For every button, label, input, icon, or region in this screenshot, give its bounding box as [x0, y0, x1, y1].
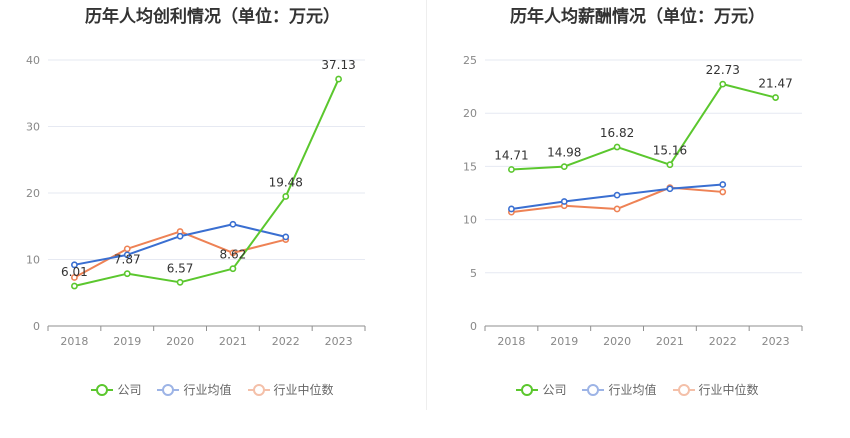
y-tick-label: 10 — [463, 214, 477, 227]
legend-item-company[interactable]: 公司 — [91, 381, 141, 398]
x-tick-label: 2018 — [60, 335, 88, 348]
data-label: 15.16 — [653, 144, 687, 158]
data-point-median[interactable] — [125, 246, 130, 251]
profit-chart-legend: 公司 行业均值 行业中位数 — [0, 381, 425, 398]
legend-item-median[interactable]: 行业中位数 — [248, 381, 334, 398]
salary-chart-plot: 0 5 10 15 20 25 2018 2019 2020 2021 2022 2023 14.71 1… — [425, 0, 850, 380]
y-tick-label: 40 — [26, 54, 40, 67]
data-point-company[interactable] — [125, 271, 130, 276]
legend-item-avg[interactable]: 行业均值 — [157, 381, 231, 398]
data-point-company[interactable] — [509, 167, 514, 172]
data-label: 14.71 — [494, 148, 528, 162]
y-tick-label: 25 — [463, 54, 477, 67]
x-tick-label: 2019 — [113, 335, 141, 348]
legend-item-company[interactable]: 公司 — [516, 381, 566, 398]
legend-line-company-icon — [516, 384, 538, 396]
legend-line-median-icon — [673, 384, 695, 396]
data-point-median[interactable] — [614, 206, 619, 211]
data-point-avg[interactable] — [720, 182, 725, 187]
x-tick-label: 2020 — [166, 335, 194, 348]
salary-chart-legend: 公司 行业均值 行业中位数 — [425, 381, 850, 398]
data-point-avg[interactable] — [562, 199, 567, 204]
data-label: 16.82 — [600, 126, 634, 140]
data-point-company[interactable] — [336, 76, 341, 81]
data-point-company[interactable] — [230, 266, 235, 271]
data-point-company[interactable] — [773, 95, 778, 100]
x-tick-label: 2021 — [656, 335, 684, 348]
profit-chart-plot: 0 10 20 30 40 2018 2019 2020 2021 2022 2023 6.01 7.8… — [0, 0, 425, 380]
legend-line-company-icon — [91, 384, 113, 396]
legend-label-avg: 行业均值 — [183, 381, 231, 398]
data-label: 22.73 — [706, 63, 740, 77]
x-tick-label: 2022 — [709, 335, 737, 348]
x-tick-label: 2023 — [762, 335, 790, 348]
data-point-median[interactable] — [720, 189, 725, 194]
data-label: 37.13 — [321, 58, 355, 72]
data-label: 7.87 — [114, 253, 141, 267]
y-tick-label: 15 — [463, 160, 477, 173]
legend-label-median: 行业中位数 — [274, 381, 334, 398]
legend-label-avg: 行业均值 — [608, 381, 656, 398]
legend-line-avg-icon — [582, 384, 604, 396]
profit-chart: 历年人均创利情况（单位：万元） 0 10 20 30 40 2018 2019 2020 202… — [0, 0, 425, 438]
data-point-company[interactable] — [283, 194, 288, 199]
legend-item-avg[interactable]: 行业均值 — [582, 381, 656, 398]
x-tick-label: 2022 — [272, 335, 300, 348]
data-point-company[interactable] — [614, 144, 619, 149]
legend-label-company: 公司 — [117, 381, 141, 398]
data-label: 6.01 — [61, 265, 88, 279]
data-point-avg[interactable] — [230, 222, 235, 227]
y-tick-label: 20 — [26, 187, 40, 200]
data-label: 14.98 — [547, 146, 581, 160]
y-tick-label: 30 — [26, 121, 40, 134]
data-point-avg[interactable] — [283, 234, 288, 239]
y-tick-label: 20 — [463, 107, 477, 120]
y-tick-label: 0 — [470, 320, 477, 333]
data-label: 6.57 — [167, 261, 194, 275]
data-point-avg[interactable] — [177, 234, 182, 239]
x-tick-label: 2019 — [550, 335, 578, 348]
data-point-avg[interactable] — [614, 193, 619, 198]
legend-line-median-icon — [248, 384, 270, 396]
x-tick-label: 2020 — [603, 335, 631, 348]
legend-label-median: 行业中位数 — [699, 381, 759, 398]
data-label: 8.62 — [220, 248, 247, 262]
x-tick-label: 2023 — [325, 335, 353, 348]
legend-label-company: 公司 — [542, 381, 566, 398]
data-point-company[interactable] — [72, 283, 77, 288]
data-point-company[interactable] — [562, 164, 567, 169]
data-point-company[interactable] — [720, 82, 725, 87]
data-label: 19.48 — [269, 175, 303, 189]
legend-item-median[interactable]: 行业中位数 — [673, 381, 759, 398]
y-tick-label: 5 — [470, 267, 477, 280]
x-tick-label: 2018 — [497, 335, 525, 348]
salary-chart: 历年人均薪酬情况（单位：万元） 0 5 10 15 20 25 2018 2019 2020 20… — [425, 0, 850, 438]
y-tick-label: 10 — [26, 254, 40, 267]
x-tick-label: 2021 — [219, 335, 247, 348]
data-point-avg[interactable] — [667, 186, 672, 191]
data-label: 21.47 — [758, 77, 792, 91]
legend-line-avg-icon — [157, 384, 179, 396]
data-point-company[interactable] — [667, 162, 672, 167]
y-tick-label: 0 — [33, 320, 40, 333]
data-point-company[interactable] — [177, 280, 182, 285]
data-point-avg[interactable] — [509, 206, 514, 211]
